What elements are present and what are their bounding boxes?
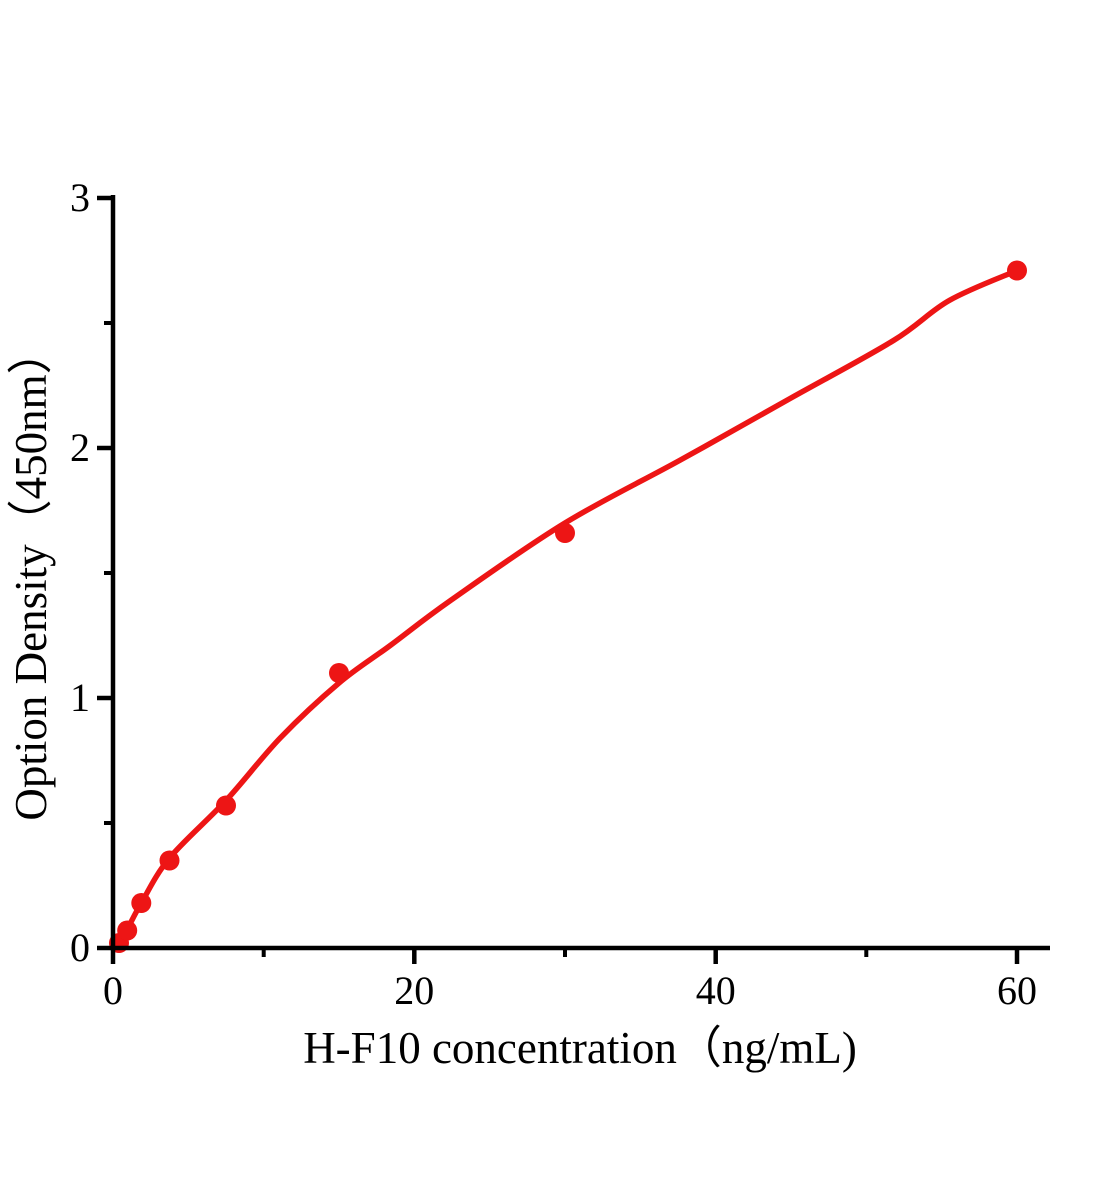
- data-layer: [109, 260, 1027, 953]
- x-tick-label: 60: [997, 968, 1037, 1013]
- data-point: [117, 920, 138, 941]
- data-point: [1007, 260, 1027, 281]
- fit-curve-line: [114, 267, 1020, 949]
- y-tick-label: 2: [70, 425, 90, 470]
- data-point: [131, 893, 152, 913]
- axes-layer: [97, 195, 1050, 964]
- data-point: [329, 663, 349, 683]
- data-point: [555, 523, 575, 543]
- tick-labels-layer: 0 20 40 60 0 1 2 3: [70, 175, 1037, 1013]
- x-tick-label: 20: [394, 968, 434, 1013]
- data-point: [216, 795, 236, 816]
- data-point: [159, 850, 180, 871]
- y-tick-label: 0: [70, 925, 90, 970]
- x-axis-label: H-F10 concentration（ng/mL): [303, 1023, 857, 1073]
- y-tick-label: 3: [70, 175, 90, 220]
- x-tick-label: 0: [103, 968, 123, 1013]
- y-axis-label: Option Density（450nm）: [6, 329, 56, 820]
- y-tick-label: 1: [70, 675, 90, 720]
- x-tick-label: 40: [696, 968, 736, 1013]
